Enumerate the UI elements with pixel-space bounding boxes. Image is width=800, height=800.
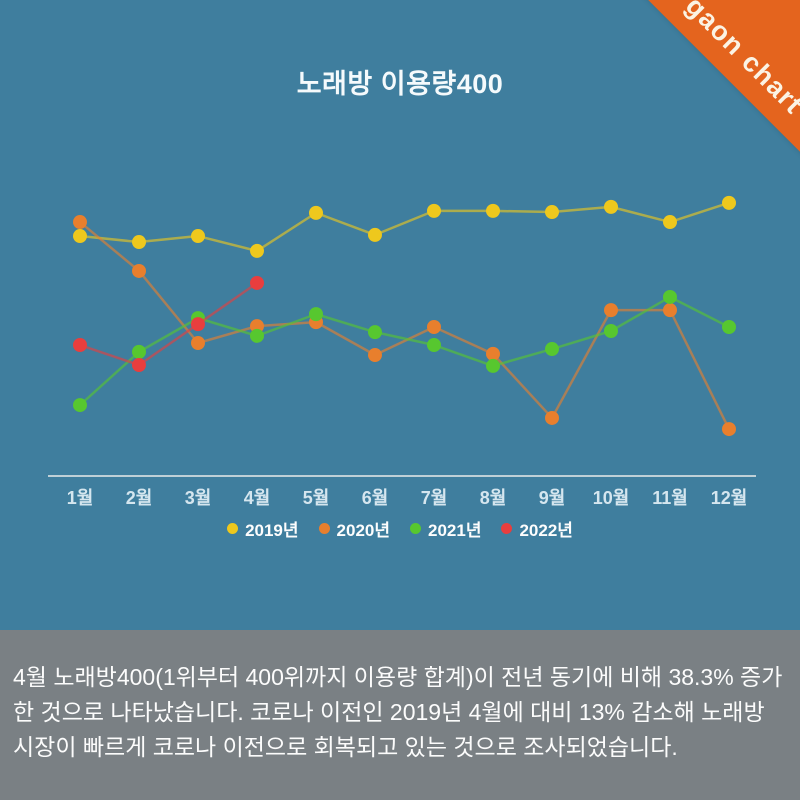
legend-label: 2022년 <box>519 521 573 540</box>
x-tick-label: 11월 <box>652 488 688 508</box>
data-point-2021년-8월 <box>486 358 500 373</box>
data-point-2020년-10월 <box>604 303 618 318</box>
series-line-2022년 <box>79 281 258 367</box>
data-point-2019년-3월 <box>191 229 205 244</box>
data-point-2019년-2월 <box>132 235 146 250</box>
x-tick-label: 7월 <box>421 488 448 508</box>
legend-dot-icon <box>227 523 239 534</box>
data-point-2022년-3월 <box>191 317 205 332</box>
data-point-2021년-12월 <box>722 319 736 334</box>
data-point-2021년-10월 <box>604 323 618 338</box>
legend-label: 2019년 <box>245 521 299 540</box>
data-point-2019년-11월 <box>663 215 677 230</box>
x-tick-label: 5월 <box>303 488 330 508</box>
legend-item-2020년: 2020년 <box>318 516 390 541</box>
data-point-2021년-4월 <box>250 328 264 343</box>
legend-label: 2021년 <box>428 521 482 540</box>
data-point-2020년-3월 <box>191 336 205 351</box>
x-tick-label: 2월 <box>126 488 153 508</box>
x-tick-label: 1월 <box>67 488 94 508</box>
data-point-2022년-1월 <box>73 338 87 353</box>
legend-item-2022년: 2022년 <box>501 516 573 541</box>
legend-item-2019년: 2019년 <box>227 516 299 541</box>
data-point-2019년-7월 <box>427 203 441 218</box>
data-point-2020년-11월 <box>663 303 677 318</box>
data-point-2020년-4월 <box>250 319 264 334</box>
data-point-2021년-7월 <box>427 338 441 353</box>
series-line-2019년 <box>79 201 730 253</box>
caption-text: 4월 노래방400(1위부터 400위까지 이용량 합계)이 전년 동기에 비해… <box>13 664 783 760</box>
data-point-2021년-9월 <box>545 342 559 357</box>
legend-dot-icon <box>501 523 513 534</box>
data-point-2019년-5월 <box>309 205 323 220</box>
x-tick-label: 9월 <box>539 488 566 508</box>
karaoke-usage-line-chart: 1월 2월 3월 4월 5월 6월 7월 8월 9월 10월 11월 12월 <box>48 195 756 508</box>
data-point-2020년-2월 <box>132 263 146 278</box>
data-point-2021년-1월 <box>73 398 87 413</box>
data-point-2019년-8월 <box>486 203 500 218</box>
chart-section: 노래방 이용량400 1월 2월 3월 4월 5월 6월 7월 8월 9월 10월 11월 12월 2… <box>0 0 800 541</box>
data-point-2020년-8월 <box>486 346 500 361</box>
legend-dot-icon <box>318 523 330 534</box>
data-point-2020년-12월 <box>722 422 736 437</box>
x-tick-label: 10월 <box>593 488 630 508</box>
data-point-2019년-12월 <box>722 195 736 210</box>
legend-item-2021년: 2021년 <box>410 516 481 541</box>
x-tick-label: 6월 <box>362 488 389 508</box>
data-point-2021년-2월 <box>132 344 146 359</box>
legend-label: 2020년 <box>336 521 390 540</box>
data-point-2021년-6월 <box>368 325 382 340</box>
data-point-2020년-9월 <box>545 410 559 425</box>
data-point-2022년-4월 <box>250 275 264 290</box>
data-point-2020년-1월 <box>73 215 87 230</box>
x-tick-label: 12월 <box>711 488 748 508</box>
data-point-2022년-2월 <box>132 358 146 373</box>
data-point-2021년-5월 <box>309 307 323 322</box>
page-title: 노래방 이용량400 <box>296 69 504 99</box>
data-point-2019년-4월 <box>250 243 264 258</box>
data-point-2019년-9월 <box>545 205 559 220</box>
data-point-2020년-6월 <box>368 348 382 363</box>
x-tick-label: 8월 <box>480 488 507 508</box>
x-tick-label: 3월 <box>185 488 212 508</box>
caption-panel: 4월 노래방400(1위부터 400위까지 이용량 합계)이 전년 동기에 비해… <box>0 630 800 800</box>
data-point-2019년-1월 <box>73 229 87 244</box>
data-point-2020년-7월 <box>427 319 441 334</box>
data-point-2021년-11월 <box>663 289 677 304</box>
x-tick-label: 4월 <box>244 488 271 508</box>
data-point-2019년-6월 <box>368 227 382 242</box>
data-point-2019년-10월 <box>604 199 618 214</box>
series-line-2021년 <box>79 295 730 407</box>
legend-dot-icon <box>410 523 421 534</box>
chart-legend: 2019년 2020년 2021년 2022년 <box>0 516 800 541</box>
series-line-2020년 <box>79 221 731 430</box>
